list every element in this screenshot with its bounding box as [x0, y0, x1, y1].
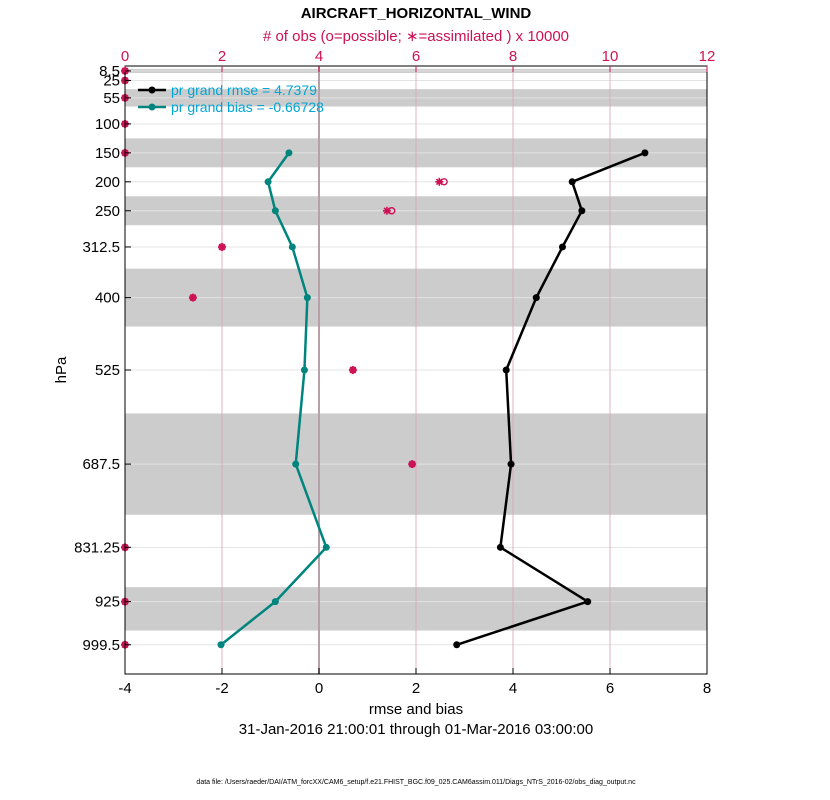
legend-label-bias: pr grand bias = -0.66728 — [171, 99, 324, 115]
x-tick-label: -4 — [118, 680, 131, 697]
asterisk-stroke — [349, 366, 357, 374]
y-tick-label: 525 — [95, 362, 120, 379]
x-tick-label: -2 — [215, 680, 228, 697]
top-tick-label: 12 — [699, 48, 716, 65]
bias-point — [288, 243, 296, 251]
bias-point — [264, 178, 272, 186]
x-tick-label: 0 — [315, 680, 323, 697]
obs-assimilated-marker — [435, 177, 444, 186]
y-tick-label: 150 — [95, 145, 120, 162]
bias-point — [303, 294, 311, 302]
bias-point — [285, 149, 293, 157]
rmse-point — [453, 641, 461, 649]
y-tick-label: 55 — [103, 90, 120, 107]
rmse-point — [568, 178, 576, 186]
legend-marker-rmse — [148, 86, 156, 94]
data-series — [217, 149, 649, 649]
bias-point — [271, 598, 279, 606]
asterisk-stroke — [435, 178, 443, 186]
legend-label-rmse: pr grand rmse = 4.7379 — [171, 82, 317, 98]
obs-assimilated-marker — [218, 242, 226, 251]
x-tick-label: 2 — [412, 680, 420, 697]
asterisk-stroke — [383, 207, 391, 215]
rmse-point — [641, 149, 649, 157]
top-tick-label: 4 — [315, 48, 323, 65]
chart-title: AIRCRAFT_HORIZONTAL_WIND — [301, 5, 532, 22]
top-tick-label: 0 — [121, 48, 129, 65]
rmse-line — [456, 151, 646, 646]
y-tick-label: 999.5 — [82, 637, 120, 654]
x-axis-label: rmse and bias — [369, 701, 463, 718]
date-range-label: 31-Jan-2016 21:00:01 through 01-Mar-2016… — [239, 721, 593, 738]
x-tick-label: 8 — [703, 680, 711, 697]
y-tick-label: 8.5 — [99, 63, 120, 80]
top-tick-label: 8 — [509, 48, 517, 65]
y-tick-label: 831.25 — [74, 539, 120, 556]
rmse-point — [532, 294, 540, 302]
rmse-point — [496, 543, 504, 551]
top-axis-label: # of obs (o=possible; ∗=assimilated ) x … — [263, 28, 569, 45]
y-tick-label: 687.5 — [82, 456, 120, 473]
bias-line — [220, 152, 328, 646]
y-axis-label: hPa — [53, 356, 70, 383]
bias-point — [322, 543, 330, 551]
top-tick-label: 6 — [412, 48, 420, 65]
bias-point — [292, 460, 300, 468]
x-tick-label: 6 — [606, 680, 614, 697]
top-tick-label: 2 — [218, 48, 226, 65]
x-tick-label: 4 — [509, 680, 517, 697]
rmse-point — [507, 460, 515, 468]
top-tick-label: 10 — [602, 48, 619, 65]
y-tick-label: 400 — [95, 290, 120, 307]
asterisk-stroke — [408, 460, 416, 468]
y-tick-label: 200 — [95, 174, 120, 191]
y-tick-label: 925 — [95, 594, 120, 611]
y-tick-label: 25 — [103, 72, 120, 89]
obs-assimilated-marker — [382, 206, 391, 215]
bias-point — [217, 641, 225, 649]
legend-marker-bias — [148, 103, 156, 111]
rmse-point — [558, 243, 566, 251]
data-file-footnote: data file: /Users/raeder/DAI/ATM_forcXX/… — [196, 779, 636, 786]
y-tick-label: 250 — [95, 203, 120, 220]
obs-assimilated-marker — [188, 293, 197, 302]
obs-assimilated-marker — [408, 460, 417, 469]
y-tick-label: 312.5 — [82, 239, 120, 256]
rmse-point — [578, 207, 586, 215]
bias-point — [271, 207, 279, 215]
legend: pr grand rmse = 4.7379 pr grand bias = -… — [138, 82, 324, 115]
bias-point — [300, 366, 308, 374]
asterisk-stroke — [189, 294, 197, 301]
rmse-point — [502, 366, 510, 374]
rmse-point — [584, 598, 592, 606]
asterisk-stroke — [218, 243, 226, 251]
obs-assimilated-marker — [348, 366, 357, 374]
y-tick-label: 100 — [95, 116, 120, 133]
